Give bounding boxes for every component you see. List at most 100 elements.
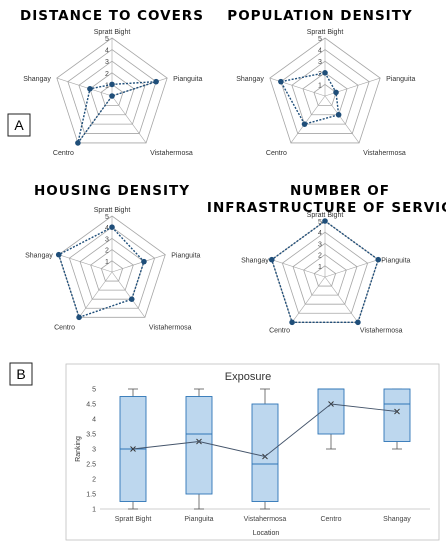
chart-title-line: NUMBER OF xyxy=(290,183,390,199)
data-point xyxy=(109,224,115,230)
spoke xyxy=(56,77,113,97)
data-point xyxy=(322,218,328,224)
data-point xyxy=(55,251,62,258)
tick-label: 4 xyxy=(105,48,109,55)
data-series-line xyxy=(279,72,340,125)
spoke xyxy=(324,276,359,323)
tick-label: 4 xyxy=(318,230,322,237)
spoke xyxy=(111,95,147,144)
tick-label: 5 xyxy=(105,36,109,43)
grid-ring xyxy=(100,83,124,106)
axis-label: Pianguita xyxy=(386,76,415,83)
axis-label: Shangay xyxy=(23,76,51,83)
tick-label: 2 xyxy=(105,248,109,255)
grid-ring xyxy=(303,254,347,296)
chart-title: DISTANCE TO COVERS xyxy=(20,8,204,24)
axis-label: Pianguita xyxy=(381,258,410,265)
box xyxy=(185,396,213,495)
y-tick-label: 2.5 xyxy=(86,462,96,469)
tick-label: 5 xyxy=(318,36,322,43)
tick-label: 5 xyxy=(105,214,109,221)
data-series-line xyxy=(57,226,145,319)
y-tick-label: 3.5 xyxy=(86,432,96,439)
tick-label: 3 xyxy=(318,241,322,248)
data-point xyxy=(278,78,284,85)
grid-ring xyxy=(67,49,157,134)
tick-label: 3 xyxy=(105,236,109,243)
grid-ring xyxy=(79,237,145,300)
tick-label: 2 xyxy=(105,71,109,78)
spoke xyxy=(324,95,360,144)
x-axis-label: Location xyxy=(253,530,280,537)
y-tick-label: 2 xyxy=(92,477,96,484)
tick-label: 4 xyxy=(318,48,322,55)
grid-ring xyxy=(269,37,381,144)
y-tick-label: 4.5 xyxy=(86,402,96,409)
grid-ring xyxy=(90,249,134,291)
axis-label: Shangay xyxy=(241,258,269,265)
data-point xyxy=(289,319,295,326)
spoke xyxy=(111,271,146,318)
axis-label: Pianguita xyxy=(173,76,202,83)
axis-label: Shangay xyxy=(236,76,264,83)
axis-label: Spratt Bight xyxy=(94,207,131,214)
axis-label: Centro xyxy=(53,150,74,157)
data-point xyxy=(128,296,135,302)
grid-ring xyxy=(89,72,135,116)
x-tick-label: Vistahermosa xyxy=(244,516,287,523)
panel-b-letter: B xyxy=(16,366,25,382)
grid-ring xyxy=(78,60,146,125)
grid-ring xyxy=(58,215,166,318)
panel-a-box xyxy=(7,113,31,137)
grid-ring xyxy=(68,226,156,309)
axis-label: Vistahermosa xyxy=(149,324,192,331)
data-point xyxy=(109,93,115,99)
data-series-line xyxy=(270,220,380,324)
tick-label: 1 xyxy=(318,82,322,89)
axis-label: Shangay xyxy=(25,253,53,260)
axis-label: Vistahermosa xyxy=(360,327,403,334)
axis-label: Pianguita xyxy=(171,253,200,260)
chart-title: POPULATION DENSITY xyxy=(227,8,412,24)
axis-label: Centro xyxy=(266,150,287,157)
y-tick-label: 4 xyxy=(92,417,96,424)
data-point xyxy=(335,111,342,118)
data-point xyxy=(333,89,339,96)
data-point xyxy=(76,314,82,321)
axis-label: Spratt Bight xyxy=(94,29,131,36)
y-tick-label: 3 xyxy=(92,447,96,454)
tick-label: 5 xyxy=(318,219,322,226)
spoke xyxy=(78,271,113,318)
axis-label: Centro xyxy=(269,327,290,334)
spoke xyxy=(291,276,326,323)
tick-label: 3 xyxy=(318,59,322,66)
y-tick-label: 1 xyxy=(92,507,96,514)
grid-ring xyxy=(280,49,370,134)
x-tick-label: Centro xyxy=(320,516,341,523)
data-point xyxy=(109,81,115,88)
tick-label: 1 xyxy=(318,264,322,271)
data-point xyxy=(355,319,361,326)
axis-label: Vistahermosa xyxy=(363,150,406,157)
axis-label: Vistahermosa xyxy=(150,150,193,157)
spoke xyxy=(271,259,326,278)
x-tick-label: Spratt Bight xyxy=(115,516,152,523)
tick-label: 3 xyxy=(105,59,109,66)
chart-title-line: INFRASTRUCTURE OF SERVICES xyxy=(207,200,446,216)
tick-label: 2 xyxy=(318,253,322,260)
data-point xyxy=(153,78,159,85)
y-axis-label: Ranking xyxy=(75,436,82,462)
panel-a-letter: A xyxy=(14,117,24,133)
panel-b-box xyxy=(9,362,33,386)
data-point xyxy=(268,256,275,263)
grid-ring xyxy=(291,60,359,125)
data-series-line xyxy=(77,80,157,144)
grid-ring xyxy=(302,72,348,116)
grid-ring xyxy=(292,242,358,305)
box xyxy=(383,388,411,442)
box xyxy=(251,403,279,502)
x-tick-label: Pianguita xyxy=(184,516,213,523)
